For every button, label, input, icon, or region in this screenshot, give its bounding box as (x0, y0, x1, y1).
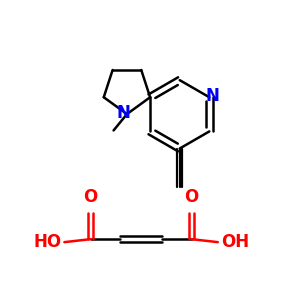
Text: OH: OH (221, 233, 249, 251)
Text: N: N (116, 104, 130, 122)
Text: O: O (83, 188, 98, 206)
Text: N: N (206, 87, 220, 105)
Text: HO: HO (33, 233, 61, 251)
Text: O: O (184, 188, 199, 206)
